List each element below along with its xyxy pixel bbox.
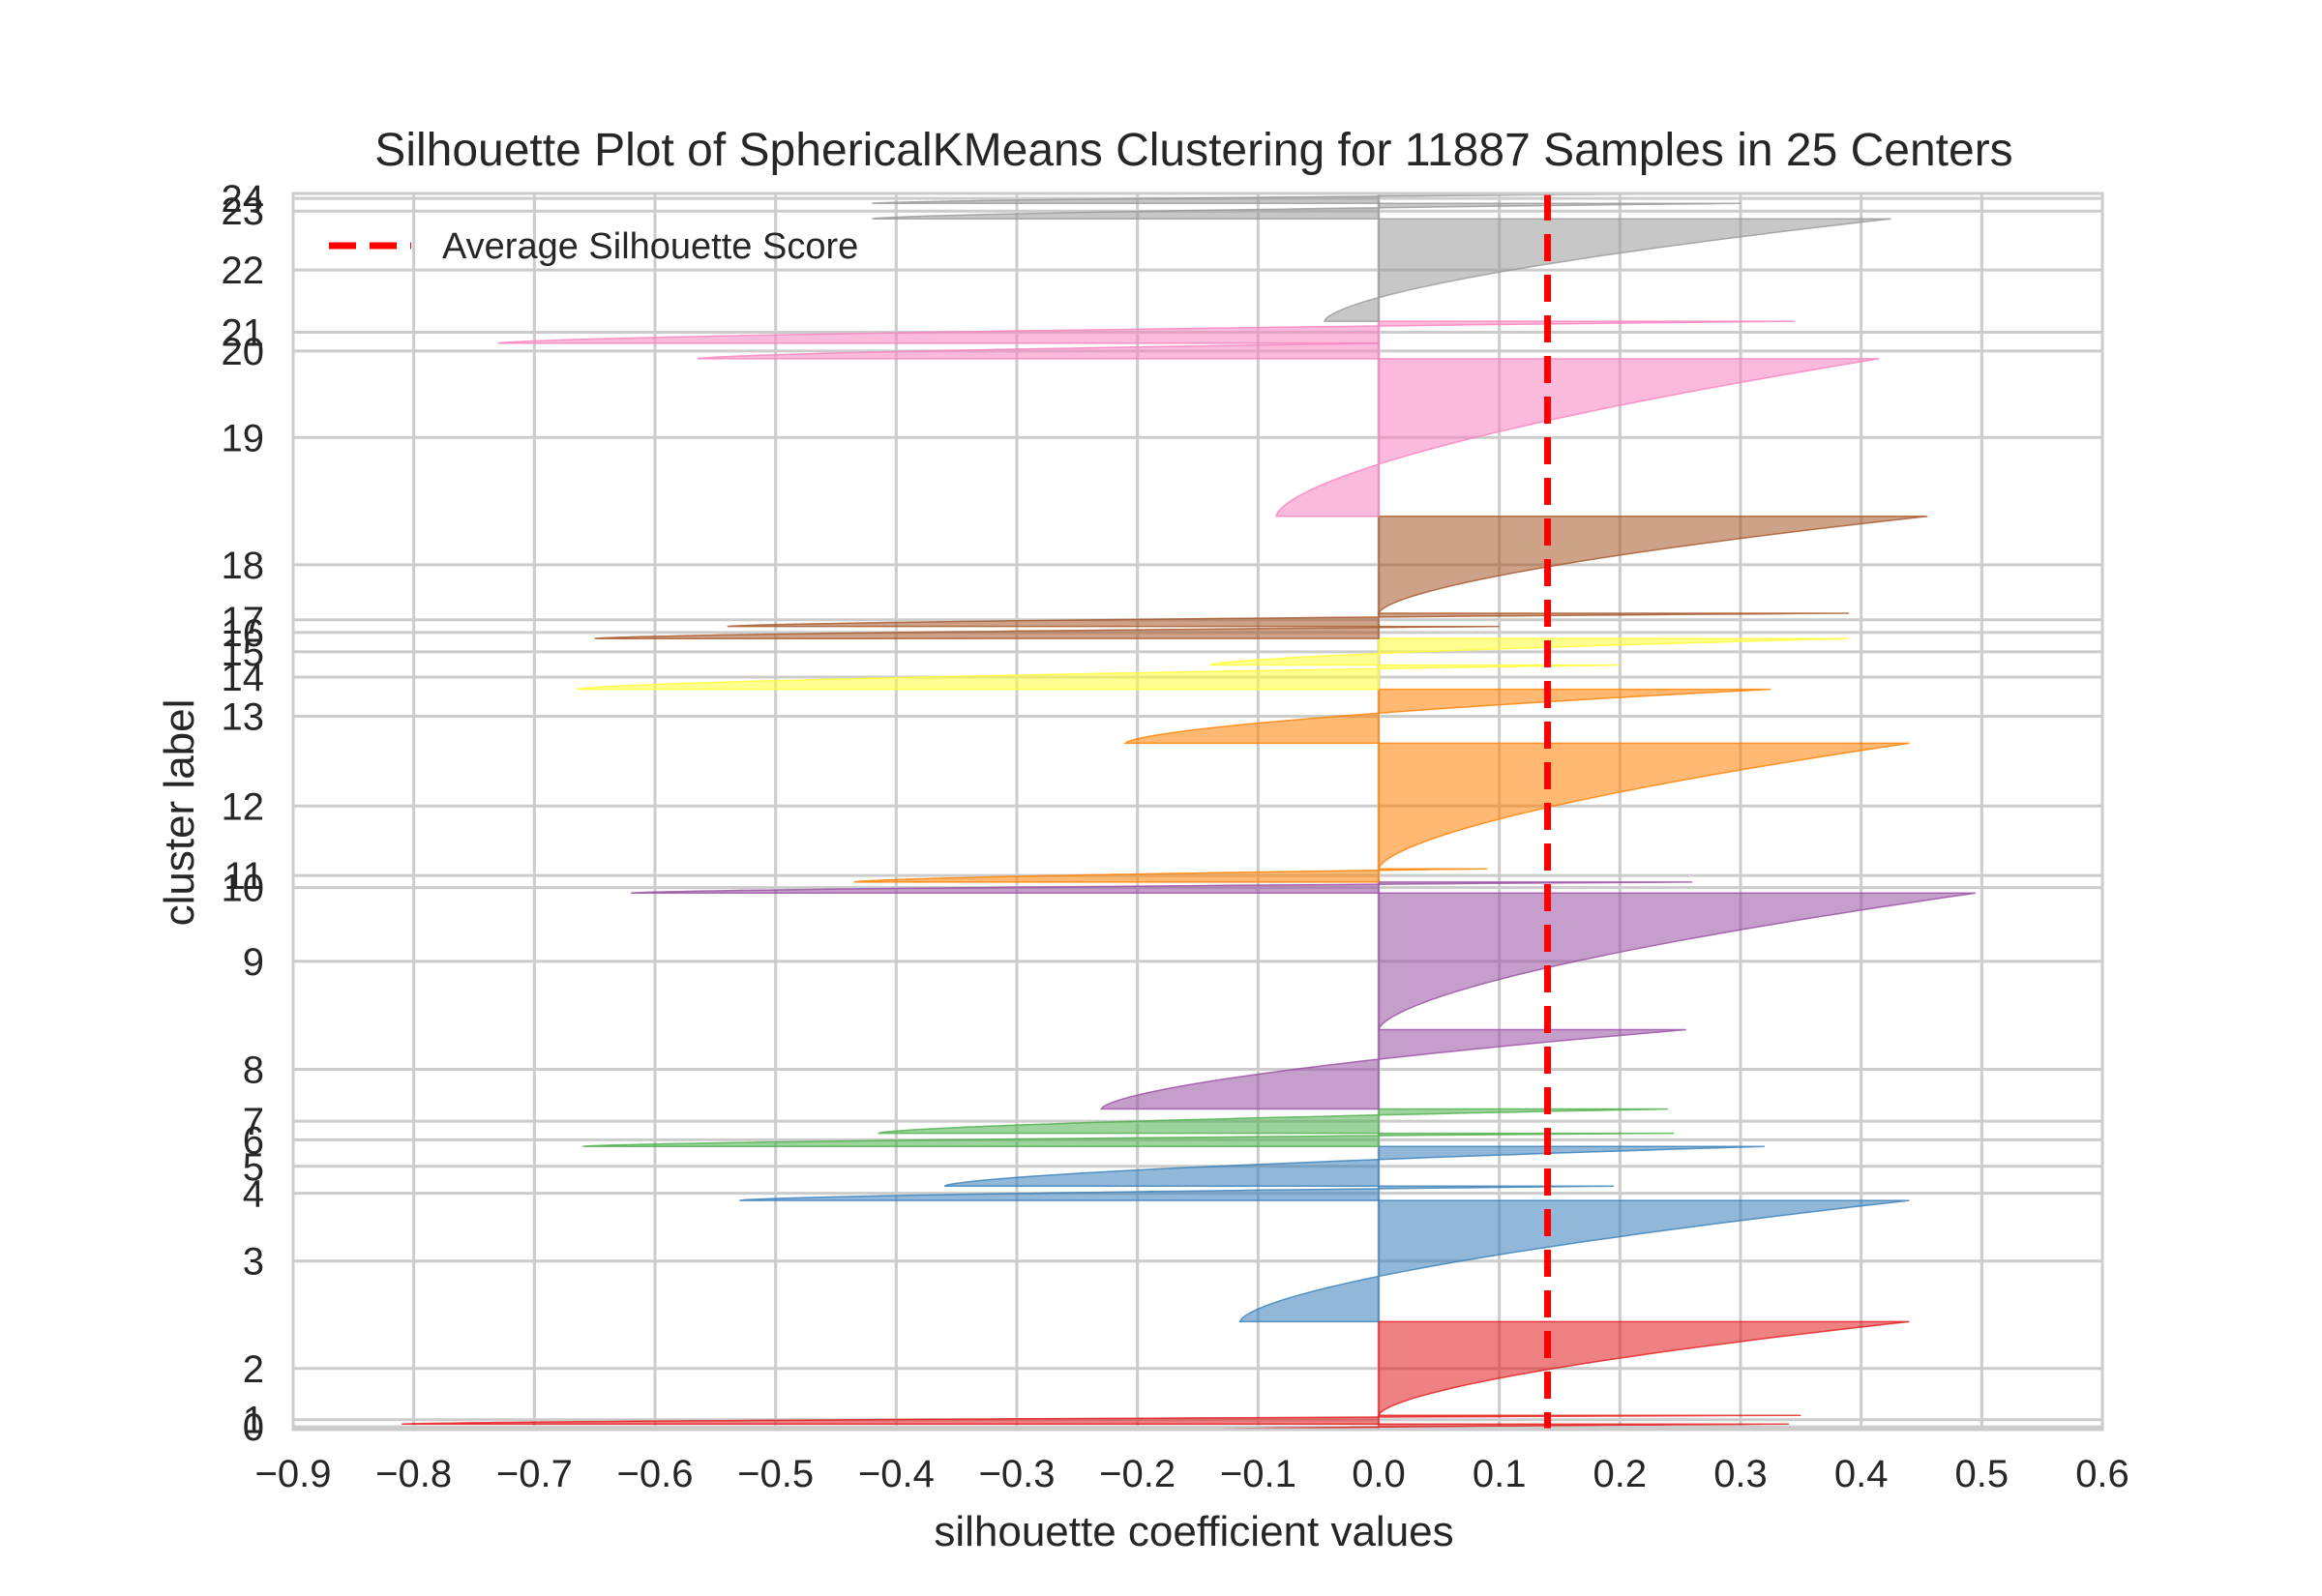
cluster-silhouette-17 [727, 612, 1850, 628]
cluster-silhouette-13 [1123, 688, 1771, 745]
y-tick-label: 7 [243, 1101, 264, 1143]
cluster-silhouette-2 [1378, 1320, 1910, 1418]
cluster-silhouette-16 [594, 625, 1500, 639]
y-tick-label: 14 [222, 657, 265, 699]
cluster-silhouette-6 [582, 1132, 1675, 1148]
cluster-silhouette-12 [1378, 742, 1910, 870]
y-tick-label: 9 [243, 941, 264, 984]
x-tick-label: 0.1 [1473, 1453, 1527, 1495]
cluster-silhouettes [402, 192, 1977, 1431]
cluster-silhouette-22 [1323, 218, 1891, 322]
y-tick-label: 12 [222, 785, 265, 828]
cluster-silhouette-3 [1238, 1199, 1910, 1323]
cluster-silhouette-11 [853, 868, 1488, 883]
y-tick-label: 18 [222, 545, 265, 587]
chart-title: Silhouette Plot of SphericalKMeans Clust… [374, 125, 2012, 176]
legend-label: Average Silhouette Score [442, 226, 858, 267]
x-tick-label: −0.3 [979, 1453, 1056, 1495]
x-tick-label: −0.5 [737, 1453, 814, 1495]
y-tick-label: 13 [222, 695, 265, 738]
cluster-silhouette-5 [943, 1145, 1765, 1188]
y-tick-label: 22 [222, 250, 265, 292]
x-tick-label: 0.2 [1593, 1453, 1648, 1495]
x-tick-label: −0.9 [255, 1453, 332, 1495]
x-tick-label: 0.0 [1352, 1453, 1406, 1495]
plot-area [293, 193, 2102, 1430]
y-tick-label: 19 [222, 417, 265, 459]
y-tick-label: 20 [222, 331, 265, 373]
y-tick-label: 17 [222, 600, 265, 642]
cluster-silhouette-19 [1274, 358, 1880, 517]
x-axis-ticks: −0.9 −0.8 −0.7 −0.6 −0.5 −0.4 −0.3 −0.2 −0.1 0.0 0… [255, 1453, 2129, 1495]
cluster-silhouette-23 [872, 202, 1742, 220]
y-tick-label: 15 [222, 632, 265, 674]
x-tick-label: −0.7 [496, 1453, 573, 1495]
y-tick-label: 0 [243, 1406, 264, 1449]
x-tick-label: −0.6 [617, 1453, 694, 1495]
x-tick-label: 0.5 [1955, 1453, 2009, 1495]
y-tick-label: 2 [243, 1348, 264, 1391]
cluster-silhouette-20 [697, 342, 1380, 360]
y-tick-label: 1 [243, 1400, 264, 1442]
x-tick-label: 0.4 [1834, 1453, 1889, 1495]
y-axis-label: cluster label [156, 699, 203, 927]
cluster-silhouette-14 [576, 664, 1621, 691]
cluster-silhouette-1 [402, 1414, 1801, 1426]
y-tick-label: 21 [222, 312, 265, 355]
y-tick-label: 16 [222, 612, 265, 655]
y-tick-label: 24 [222, 178, 265, 221]
cluster-silhouette-7 [878, 1108, 1669, 1135]
y-tick-label: 6 [243, 1119, 264, 1162]
cluster-silhouette-9 [1378, 892, 1977, 1030]
y-tick-label: 23 [222, 191, 265, 233]
cluster-silhouette-15 [1209, 637, 1850, 666]
y-tick-label: 5 [243, 1146, 264, 1189]
plot-frame [291, 192, 2104, 1432]
x-tick-label: −0.2 [1099, 1453, 1176, 1495]
x-tick-label: −0.4 [858, 1453, 935, 1495]
y-tick-label: 11 [223, 855, 264, 898]
x-tick-label: −0.1 [1220, 1453, 1296, 1495]
cluster-silhouette-21 [497, 320, 1796, 344]
legend: Average Silhouette Score [329, 226, 858, 267]
y-tick-label: 4 [243, 1173, 264, 1216]
y-tick-label: 8 [243, 1049, 264, 1092]
cluster-silhouette-4 [739, 1185, 1615, 1201]
x-tick-label: 0.6 [2075, 1453, 2129, 1495]
x-axis-label: silhouette coefficient values [934, 1508, 1453, 1555]
cluster-silhouette-8 [1099, 1028, 1686, 1110]
cluster-silhouette-10 [631, 881, 1693, 895]
x-tick-label: −0.8 [375, 1453, 452, 1495]
x-tick-label: 0.3 [1713, 1453, 1768, 1495]
y-tick-label: 10 [222, 868, 265, 910]
cluster-silhouette-18 [1378, 515, 1928, 616]
y-tick-label: 3 [243, 1241, 264, 1284]
